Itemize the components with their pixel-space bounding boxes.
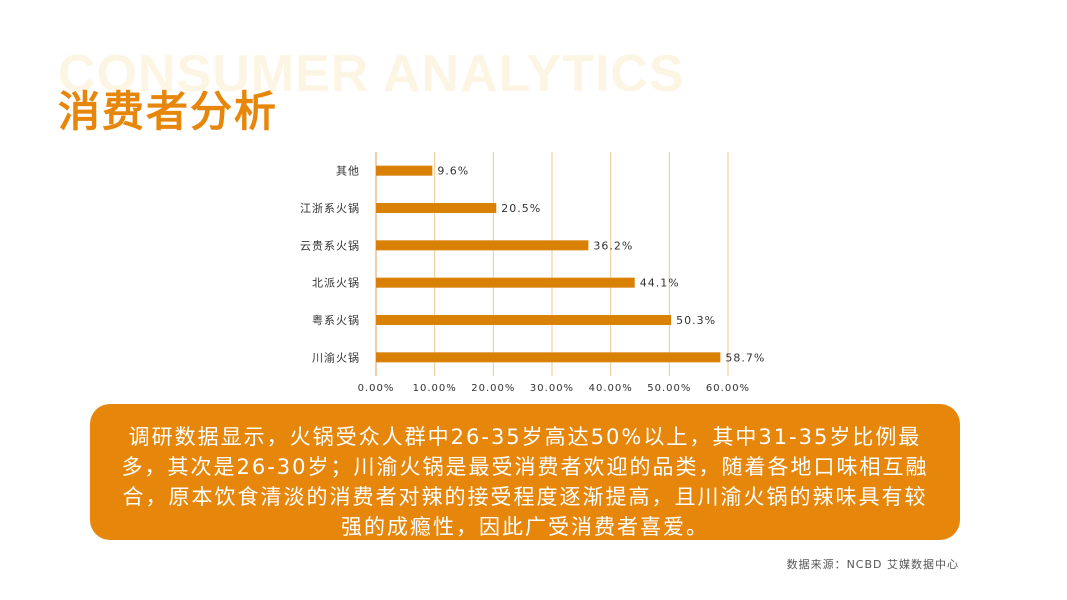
category-label: 云贵系火锅 [300,239,360,252]
value-label: 36.2% [593,239,633,252]
bar [376,352,721,363]
bar [376,240,589,251]
value-label: 58.7% [725,351,765,364]
value-label: 44.1% [640,277,680,290]
bar-chart: 0.00% 10.00% 20.00% 30.00% 40.00% 50.00% 60.00… [300,152,765,394]
x-tick-label: 10.00% [413,383,457,394]
category-label: 江浙系火锅 [300,202,360,215]
bar [376,165,433,176]
x-tick-label: 20.00% [471,383,515,394]
value-label: 50.3% [676,314,716,327]
category-label: 川渝火锅 [312,350,360,364]
category-label: 其他 [336,165,360,178]
background-watermark-text: CONSUMER ANALYTICS [58,45,685,103]
summary-text: 调研数据显示，火锅受众人群中26-35岁高达50%以上，其中31-35岁比例最多… [121,425,929,539]
x-tick-label: 40.00% [589,383,633,394]
value-label: 20.5% [501,202,541,215]
page-title: 消费者分析 [58,87,279,136]
category-label: 粤系火锅 [312,313,360,327]
bar [376,277,635,288]
x-tick-label: 0.00% [358,383,395,394]
x-tick-label: 30.00% [530,383,574,394]
value-label: 9.6% [437,165,469,178]
bar [376,315,672,325]
category-label: 北派火锅 [312,277,360,290]
x-tick-label: 60.00% [706,383,750,394]
bar [376,203,497,213]
x-tick-label: 50.00% [647,383,691,394]
summary-box: 调研数据显示，火锅受众人群中26-35岁高达50%以上，其中31-35岁比例最多… [90,404,960,540]
data-source: 数据来源：NCBD 艾媒数据中心 [786,558,959,571]
